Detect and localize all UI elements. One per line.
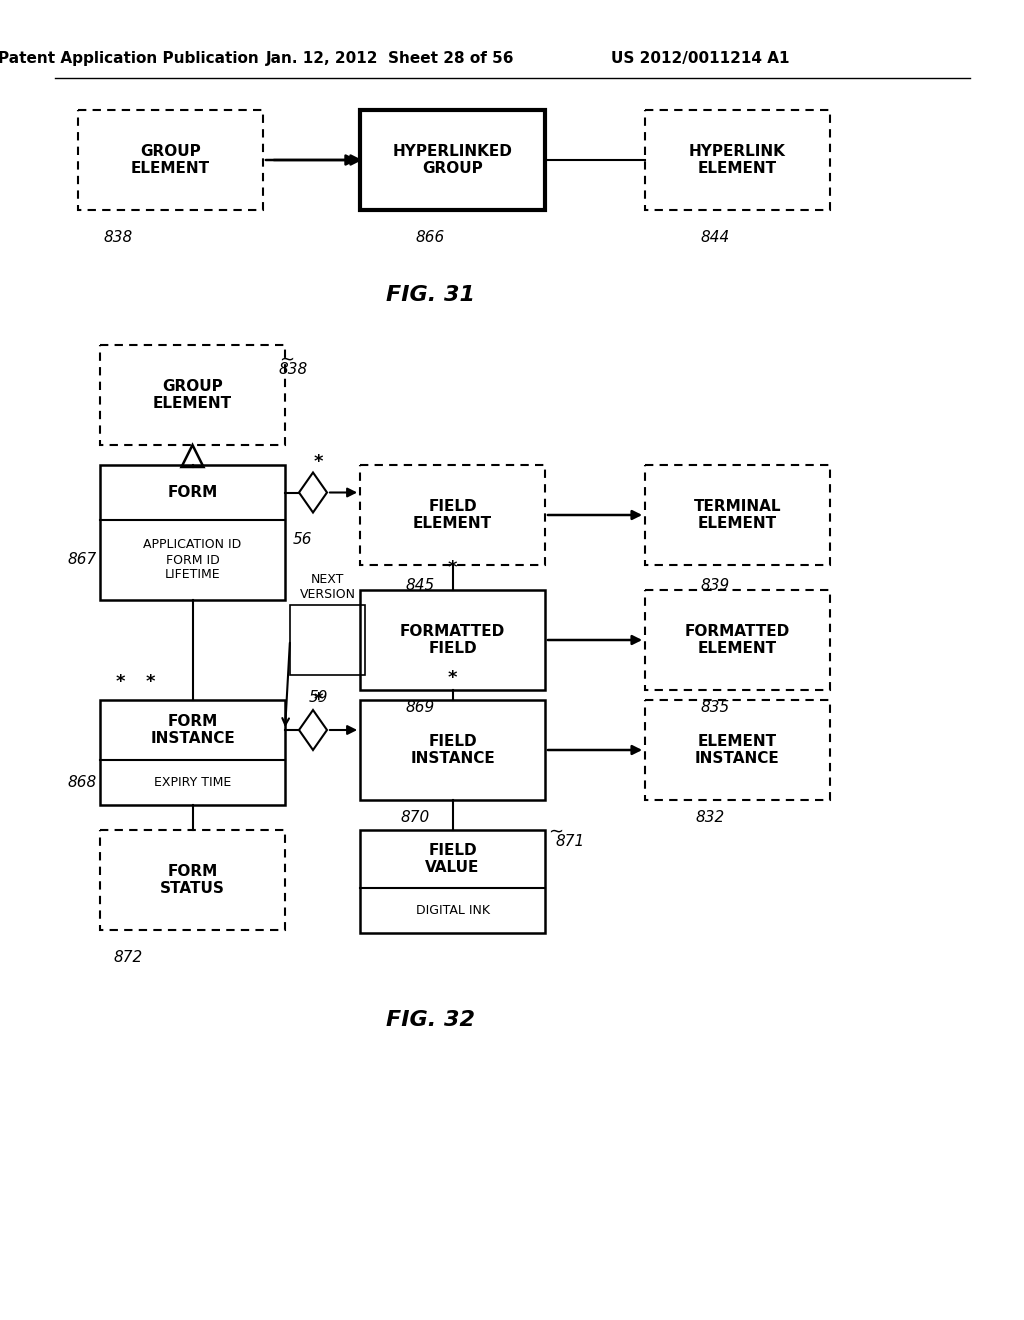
Bar — [360, 700, 545, 800]
Bar — [360, 110, 545, 210]
Text: HYPERLINK
ELEMENT: HYPERLINK ELEMENT — [689, 144, 786, 176]
Bar — [100, 345, 285, 445]
Text: FORM
STATUS: FORM STATUS — [160, 863, 225, 896]
Text: EXPIRY TIME: EXPIRY TIME — [154, 776, 231, 789]
Text: 56: 56 — [293, 532, 312, 548]
Text: TERMINAL
ELEMENT: TERMINAL ELEMENT — [693, 499, 781, 531]
Text: Jan. 12, 2012  Sheet 28 of 56: Jan. 12, 2012 Sheet 28 of 56 — [266, 50, 514, 66]
Text: FIELD
VALUE: FIELD VALUE — [425, 842, 479, 875]
Text: 844: 844 — [700, 231, 730, 246]
Text: *: * — [145, 673, 155, 690]
Text: Patent Application Publication: Patent Application Publication — [0, 50, 258, 66]
Bar — [360, 465, 545, 565]
Text: NEXT
VERSION: NEXT VERSION — [299, 573, 355, 601]
Bar — [100, 465, 285, 601]
Text: FIG. 31: FIG. 31 — [385, 285, 474, 305]
Bar — [360, 830, 545, 933]
Text: FIELD
ELEMENT: FIELD ELEMENT — [413, 499, 493, 531]
Text: APPLICATION ID
FORM ID
LIFETIME: APPLICATION ID FORM ID LIFETIME — [143, 539, 242, 582]
Bar — [645, 465, 830, 565]
Bar — [78, 110, 263, 210]
Text: 868: 868 — [68, 775, 96, 789]
Text: GROUP
ELEMENT: GROUP ELEMENT — [153, 379, 232, 412]
Text: DIGITAL INK: DIGITAL INK — [416, 904, 489, 917]
Text: *: * — [447, 669, 458, 686]
Text: 871: 871 — [555, 834, 585, 850]
Text: 845: 845 — [406, 578, 434, 593]
Text: ∼: ∼ — [280, 351, 295, 370]
Text: ELEMENT
INSTANCE: ELEMENT INSTANCE — [695, 734, 780, 766]
Text: *: * — [116, 673, 125, 690]
Text: FORM: FORM — [167, 484, 218, 500]
Text: FIELD
INSTANCE: FIELD INSTANCE — [411, 734, 495, 766]
Text: 839: 839 — [700, 578, 730, 593]
Bar — [360, 590, 545, 690]
Text: FORMATTED
FIELD: FORMATTED FIELD — [400, 624, 505, 656]
Bar — [645, 700, 830, 800]
Text: 59: 59 — [308, 690, 328, 705]
Text: 866: 866 — [416, 231, 444, 246]
Bar — [100, 830, 285, 931]
Text: 869: 869 — [406, 701, 434, 715]
Text: FIG. 32: FIG. 32 — [385, 1010, 474, 1030]
Text: HYPERLINKED
GROUP: HYPERLINKED GROUP — [392, 144, 512, 176]
Text: FORM
INSTANCE: FORM INSTANCE — [151, 714, 234, 746]
Text: 832: 832 — [695, 810, 725, 825]
Bar — [645, 590, 830, 690]
Text: FORMATTED
ELEMENT: FORMATTED ELEMENT — [685, 624, 791, 656]
Bar — [645, 110, 830, 210]
Text: 867: 867 — [68, 553, 96, 568]
Text: 870: 870 — [400, 810, 430, 825]
Text: 872: 872 — [114, 950, 142, 965]
Text: 838: 838 — [279, 363, 307, 378]
Text: US 2012/0011214 A1: US 2012/0011214 A1 — [610, 50, 790, 66]
Text: 835: 835 — [700, 701, 730, 715]
Text: *: * — [313, 690, 323, 709]
Bar — [100, 700, 285, 805]
Text: GROUP
ELEMENT: GROUP ELEMENT — [131, 144, 210, 176]
Text: ∼: ∼ — [548, 822, 563, 841]
Text: *: * — [447, 558, 458, 577]
Bar — [290, 605, 365, 675]
Text: *: * — [313, 454, 323, 471]
Text: 838: 838 — [103, 231, 133, 246]
